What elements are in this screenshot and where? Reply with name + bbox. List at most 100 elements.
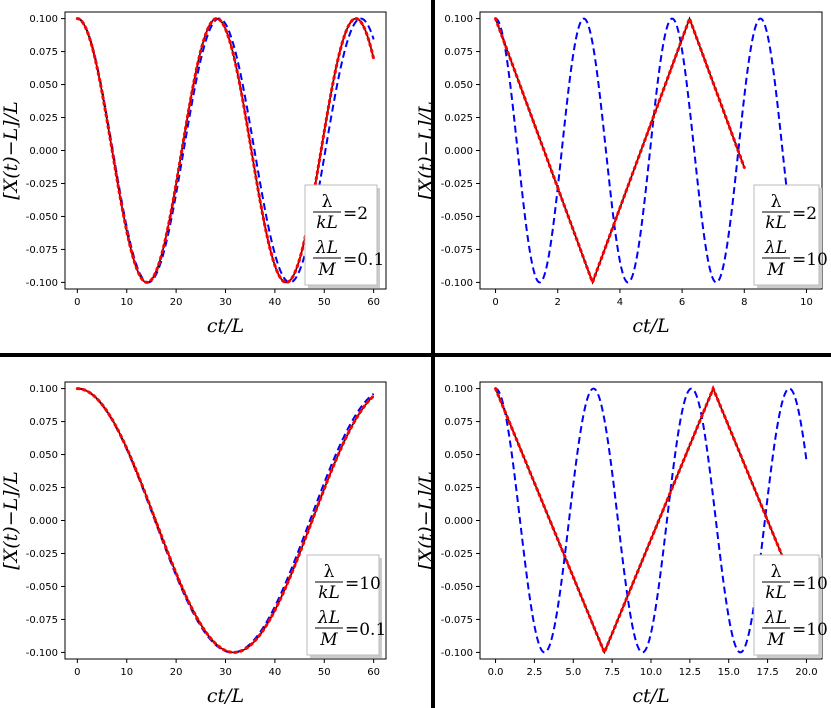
x-tick-label: 20 — [170, 667, 183, 678]
x-tick-label: 8 — [741, 297, 747, 308]
x-axis-label: ct/L — [632, 685, 669, 707]
chart-panel-bottom-right: 0.0 2.5 5.0 7.5 10.0 12.5 15.0 17.5 20.0 0.100 0.0… — [415, 381, 828, 707]
legend-numerator: λ — [324, 562, 335, 582]
y-tick-label: -0.075 — [441, 245, 473, 256]
y-tick-label: 0.000 — [444, 516, 473, 527]
y-tick-label: -0.050 — [441, 212, 473, 223]
x-tick-label: 50 — [318, 667, 331, 678]
legend-value-lambda-over-kL: =10 — [345, 574, 381, 594]
series-line-numeric — [75, 17, 376, 284]
y-tick-label: -0.050 — [441, 582, 473, 593]
y-tick-label: 0.050 — [29, 80, 58, 91]
x-tick-label: 5.0 — [565, 667, 581, 678]
y-tick-label: -0.025 — [26, 549, 58, 560]
legend-numerator: λL — [317, 608, 340, 628]
y-axis-label: [X(t)−L]/L — [0, 101, 22, 199]
x-tick-label: 20 — [170, 297, 183, 308]
legend-box — [753, 184, 820, 286]
legend-denominator: kL — [318, 583, 340, 603]
x-tick-label: 7.5 — [604, 667, 620, 678]
series-line-numeric — [494, 384, 785, 657]
y-tick-label: 0.000 — [29, 516, 58, 527]
y-tick-label: -0.100 — [441, 648, 473, 659]
x-tick-label: 20.0 — [795, 667, 817, 678]
legend-numerator: λ — [771, 192, 782, 212]
y-tick-label: 0.100 — [29, 384, 58, 395]
x-tick-label: 4 — [617, 297, 623, 308]
x-tick-label: 30 — [219, 667, 232, 678]
y-axis-label: [X(t)−L]/L — [415, 471, 437, 569]
y-axis-label: [X(t)−L]/L — [415, 101, 437, 199]
x-tick-label: 10.0 — [640, 667, 662, 678]
y-tick-label: 0.050 — [444, 80, 473, 91]
legend-value-lambdaL-over-M: =0.1 — [343, 250, 384, 270]
series-group — [75, 387, 376, 654]
y-tick-label: 0.075 — [444, 417, 473, 428]
x-axis-label: ct/L — [207, 685, 244, 707]
legend-numerator: λ — [771, 562, 782, 582]
y-tick-label: -0.050 — [26, 582, 58, 593]
x-tick-label: 12.5 — [679, 667, 701, 678]
y-tick-label: 0.075 — [444, 47, 473, 58]
series-group — [494, 14, 789, 287]
x-tick-label: 60 — [367, 667, 380, 678]
y-tick-label: -0.025 — [26, 179, 58, 190]
y-tick-label: 0.050 — [444, 450, 473, 461]
x-axis-label: ct/L — [207, 315, 244, 337]
y-tick-label: 0.100 — [444, 14, 473, 25]
y-tick-label: 0.100 — [29, 14, 58, 25]
legend-denominator: kL — [765, 213, 787, 233]
chart-panel-bottom-left: 0 10 20 30 40 50 60 0.100 0.075 0.050 0.025 0.000 -0… — [0, 381, 387, 707]
legend-numerator: λL — [315, 238, 338, 258]
legend-value-lambda-over-kL: =2 — [792, 204, 817, 224]
y-tick-label: 0.000 — [29, 146, 58, 157]
y-tick-label: -0.075 — [26, 615, 58, 626]
legend-box — [306, 554, 380, 656]
series-group — [75, 17, 376, 284]
x-tick-label: 0.0 — [488, 667, 504, 678]
y-tick-label: 0.025 — [444, 113, 473, 124]
y-tick-label: -0.100 — [26, 648, 58, 659]
legend-value-lambda-over-kL: =2 — [343, 204, 368, 224]
x-tick-label: 15.0 — [718, 667, 740, 678]
legend-value-lambdaL-over-M: =10 — [792, 250, 828, 270]
legend-box — [304, 184, 378, 286]
x-tick-label: 30 — [219, 297, 232, 308]
x-tick-label: 0 — [492, 297, 498, 308]
x-tick-label: 40 — [269, 297, 282, 308]
legend-denominator: kL — [765, 583, 787, 603]
legend-denominator: M — [766, 630, 785, 650]
x-axis-label: ct/L — [632, 315, 669, 337]
x-tick-label: 2.5 — [526, 667, 542, 678]
y-tick-label: 0.000 — [444, 146, 473, 157]
y-tick-label: -0.025 — [441, 179, 473, 190]
y-tick-label: 0.100 — [444, 384, 473, 395]
x-tick-label: 10 — [800, 297, 813, 308]
chart-panel-top-left: 0 10 20 30 40 50 60 0.100 0.075 0.050 0.025 0.000 -0… — [0, 11, 387, 337]
legend-denominator: M — [319, 630, 338, 650]
x-tick-label: 0 — [74, 297, 80, 308]
x-tick-label: 50 — [318, 297, 331, 308]
y-tick-label: -0.075 — [441, 615, 473, 626]
y-tick-label: 0.075 — [29, 417, 58, 428]
chart-panel-top-right: 0 2 4 6 8 10 0.100 0.075 0.050 0.025 0.000 -0.025 -0… — [415, 11, 828, 337]
legend-numerator: λL — [764, 608, 787, 628]
legend-numerator: λ — [322, 192, 333, 212]
x-tick-label: 10 — [120, 297, 133, 308]
y-tick-label: -0.050 — [26, 212, 58, 223]
y-tick-label: 0.025 — [444, 483, 473, 494]
x-tick-label: 6 — [679, 297, 685, 308]
series-line-analytic — [495, 17, 789, 284]
legend-value-lambdaL-over-M: =0.1 — [345, 620, 386, 640]
legend-value-lambda-over-kL: =10 — [792, 574, 828, 594]
y-tick-label: 0.025 — [29, 113, 58, 124]
y-tick-label: 0.075 — [29, 47, 58, 58]
legend-numerator: λL — [764, 238, 787, 258]
y-tick-label: -0.025 — [441, 549, 473, 560]
y-tick-label: 0.025 — [29, 483, 58, 494]
